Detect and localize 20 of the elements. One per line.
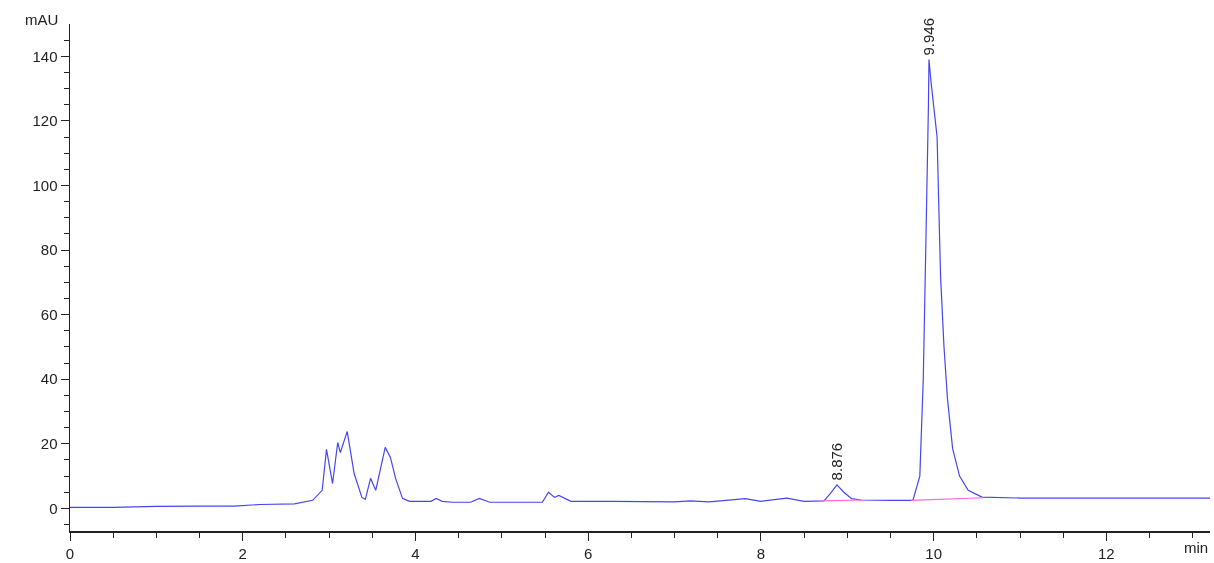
annotation: 8.876 [827,442,845,481]
x-axis-title: min [1184,539,1209,556]
y-tick-label: 140 [32,47,58,65]
x-tick-label: 4 [411,544,420,562]
y-tick-label: 20 [40,435,58,453]
y-tick-label: 40 [40,370,58,388]
x-tick-label: 6 [584,544,593,562]
y-tick-label: 0 [49,499,58,517]
y-tick-label: 60 [40,305,58,323]
y-tick-label: 80 [40,241,58,259]
y-tick-label: 100 [32,176,58,194]
x-tick-label: 10 [925,544,942,562]
x-tick-label: 2 [238,544,247,562]
y-tick-label: 120 [32,112,58,130]
line-series [70,58,1210,509]
y-axis-title: mAU [25,11,59,28]
annotation: 9.946 [920,17,938,56]
x-tick-label: 12 [1098,544,1115,562]
x-tick-label: 0 [65,544,75,562]
x-tick-label: 8 [756,544,766,562]
